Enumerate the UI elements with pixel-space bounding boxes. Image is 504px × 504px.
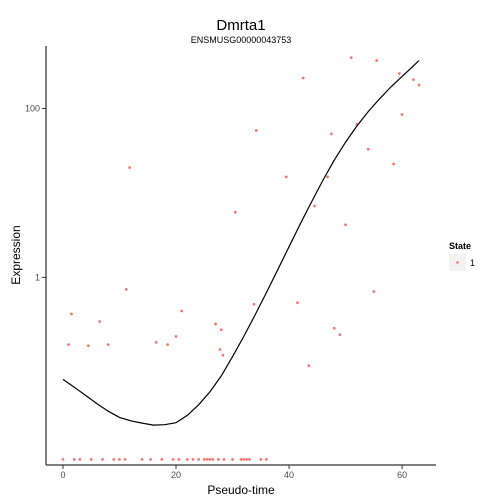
data-point [211,457,215,461]
y-axis-title: Expression [9,225,23,284]
fit-line [62,60,420,426]
data-point [78,457,82,461]
plot-area [61,56,421,461]
data-point [221,353,225,357]
data-point [400,113,404,116]
data-point [219,328,223,332]
x-tick-label: 20 [171,470,181,480]
data-point [344,223,347,227]
data-point [216,457,220,461]
data-point [123,457,127,461]
data-point [218,348,222,351]
data-point [233,210,237,214]
data-point [160,457,164,461]
data-point [307,364,311,368]
x-tick-label: 60 [397,470,407,480]
data-point [98,320,102,323]
data-point [326,175,329,179]
data-point [112,457,116,461]
data-point [214,322,217,326]
data-point [67,343,71,346]
data-point [313,204,316,208]
data-point [61,457,65,461]
legend-title: State [449,241,471,251]
data-point [296,301,299,305]
legend-key-point [456,261,459,264]
data-point [128,166,132,169]
y-tick-label: 1 [35,272,40,282]
data-point [330,132,333,136]
data-point [171,457,175,461]
y-axis-ticks: 1 100 [25,104,46,282]
data-point [254,129,258,132]
data-point [338,333,342,337]
data-point [180,309,184,313]
data-point [124,288,128,291]
legend-label: 1 [470,258,475,268]
data-point [166,343,169,346]
data-point [191,457,195,461]
data-point [149,457,152,461]
data-point [140,457,144,461]
data-point [185,457,189,461]
data-point [392,162,396,166]
data-point [154,340,158,344]
data-point [106,343,110,346]
data-point [202,457,206,461]
x-tick-label: 40 [284,470,294,480]
x-axis-ticks: 0 20 40 60 [60,465,407,480]
data-point [239,457,243,461]
data-point [86,344,90,348]
data-point [259,457,263,461]
data-point [417,83,421,87]
data-point [101,457,104,461]
data-point [118,457,121,461]
x-tick-label: 0 [60,470,65,480]
data-point [222,457,226,461]
data-point [248,457,251,461]
data-point [397,72,401,75]
data-point [284,175,288,179]
legend: State 1 [449,241,475,271]
data-point [375,59,379,62]
data-point [372,290,376,293]
data-point [301,76,305,80]
y-tick-label: 100 [25,104,40,114]
data-point [205,457,209,461]
data-point [332,326,336,330]
data-point [231,457,234,461]
data-point [349,56,353,60]
data-point [208,457,212,461]
data-point [245,457,249,461]
chart-subtitle: ENSMUSG00000043753 [191,35,292,45]
data-point [177,457,181,461]
data-point [89,457,93,461]
x-axis-title: Pseudo-time [207,483,275,497]
data-point [366,147,370,151]
data-point [174,335,178,338]
data-point [265,457,268,461]
data-point [70,312,73,316]
data-point [72,457,76,461]
data-point [242,457,246,461]
data-point [197,457,201,461]
chart-title: Dmrta1 [216,17,265,34]
data-point [252,302,256,306]
data-point [411,78,415,82]
